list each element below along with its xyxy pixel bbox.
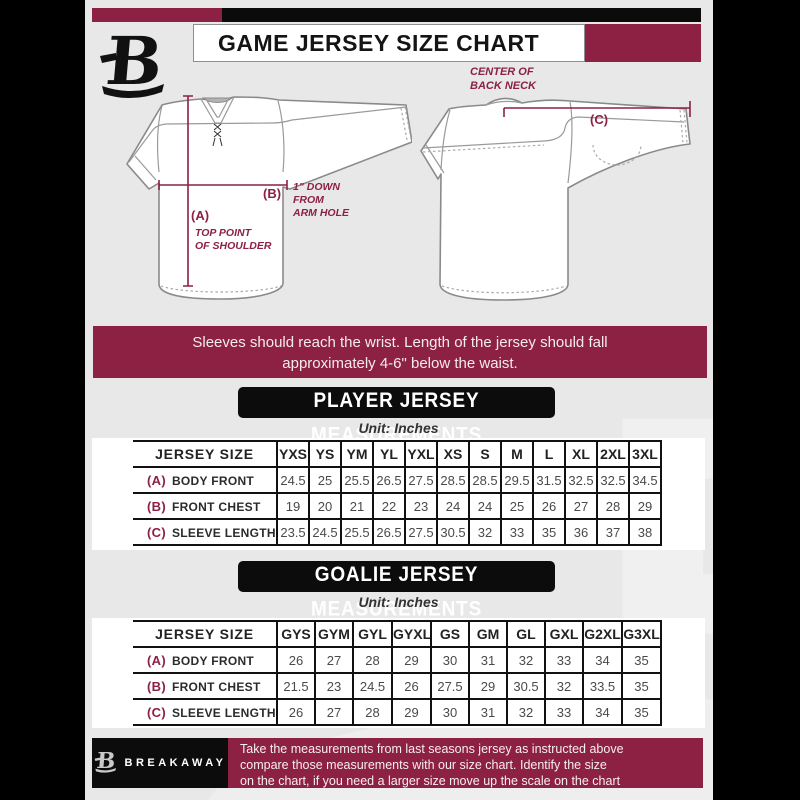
measure-c-key: (C) [590,112,609,127]
footer-brand-box: B BREAKAWAY [92,738,228,788]
goalie-unit-label: Unit: Inches [358,594,439,610]
page-title-box: GAME JERSEY SIZE CHART [193,24,585,62]
goalie-section-heading: GOALIE JERSEY MEASUREMENTS [238,561,555,621]
row-label: SLEEVE LENGTH [171,705,276,720]
player-header-row: JERSEY SIZE YXS YS YM YL YXL XS S M L XL… [133,440,662,468]
player-row-sleeve-length: (C) SLEEVE LENGTH 23.5 24.5 25.5 26.5 27.… [133,518,662,546]
footer-brand-name: BREAKAWAY [124,757,227,769]
page-title: GAME JERSEY SIZE CHART [218,30,540,56]
header-accent-bar-maroon [92,8,222,22]
goalie-table-panel: JERSEY SIZE GYS GYM GYL GYXL GS GM GL GX… [92,618,705,728]
breakaway-logo-small-icon: B [94,746,120,781]
measure-b-key: (B) [263,186,282,201]
goalie-row-sleeve-length: (C) SLEEVE LENGTH 26 27 28 29 30 31 32 33… [133,698,662,726]
player-size-col-header: JERSEY SIZE [133,440,278,468]
player-size-table: JERSEY SIZE YXS YS YM YL YXL XS S M L XL… [133,440,662,546]
row-label: FRONT CHEST [171,499,261,514]
row-key: (B) [147,678,166,694]
header-accent-bar-black [222,8,701,22]
row-key: (A) [147,652,166,668]
row-label: FRONT CHEST [171,679,261,694]
row-label: BODY FRONT [171,473,255,488]
player-row-front-chest: (B) FRONT CHEST 19 20 21 22 23 24 24 25 2… [133,492,662,520]
measure-a-key: (A) [191,208,210,223]
goalie-size-col-header: JERSEY SIZE [133,620,278,648]
player-unit-label: Unit: Inches [358,420,439,436]
row-label: SLEEVE LENGTH [171,525,276,540]
goalie-size-table: JERSEY SIZE GYS GYM GYL GYXL GS GM GL GX… [133,620,662,726]
header-title-accent-block [585,24,701,62]
back-neck-annotation: CENTER OF BACK NECK [470,66,536,92]
front-jersey-diagram [122,90,413,320]
page-canvas: B B GAME JERSEY SIZE CHART [85,0,713,800]
footer-instructions: Take the measurements from last seasons … [228,738,703,788]
row-key: (A) [147,472,166,488]
row-key: (C) [147,704,166,720]
goalie-header-row: JERSEY SIZE GYS GYM GYL GYXL GS GM GL GX… [133,620,662,648]
row-key: (C) [147,524,166,540]
svg-text:B: B [103,22,166,100]
goalie-row-body-front: (A) BODY FRONT 26 27 28 29 30 31 32 33 34… [133,646,662,674]
svg-text:B: B [95,748,116,774]
row-key: (B) [147,498,166,514]
measure-b-annotation: 1" DOWN FROM ARM HOLE [293,181,349,220]
row-label: BODY FRONT [171,653,255,668]
breakaway-logo-icon: B [98,20,176,106]
player-table-panel: JERSEY SIZE YXS YS YM YL YXL XS S M L XL… [92,438,705,550]
measure-a-annotation: TOP POINT OF SHOULDER [195,227,272,253]
fit-notice-banner: Sleeves should reach the wrist. Length o… [93,326,707,378]
player-section-heading: PLAYER JERSEY MEASUREMENTS [238,387,555,447]
player-row-body-front: (A) BODY FRONT 24.5 25 25.5 26.5 27.5 28.… [133,466,662,494]
goalie-row-front-chest: (B) FRONT CHEST 21.5 23 24.5 26 27.5 29 3… [133,672,662,700]
back-jersey-diagram [418,88,700,320]
